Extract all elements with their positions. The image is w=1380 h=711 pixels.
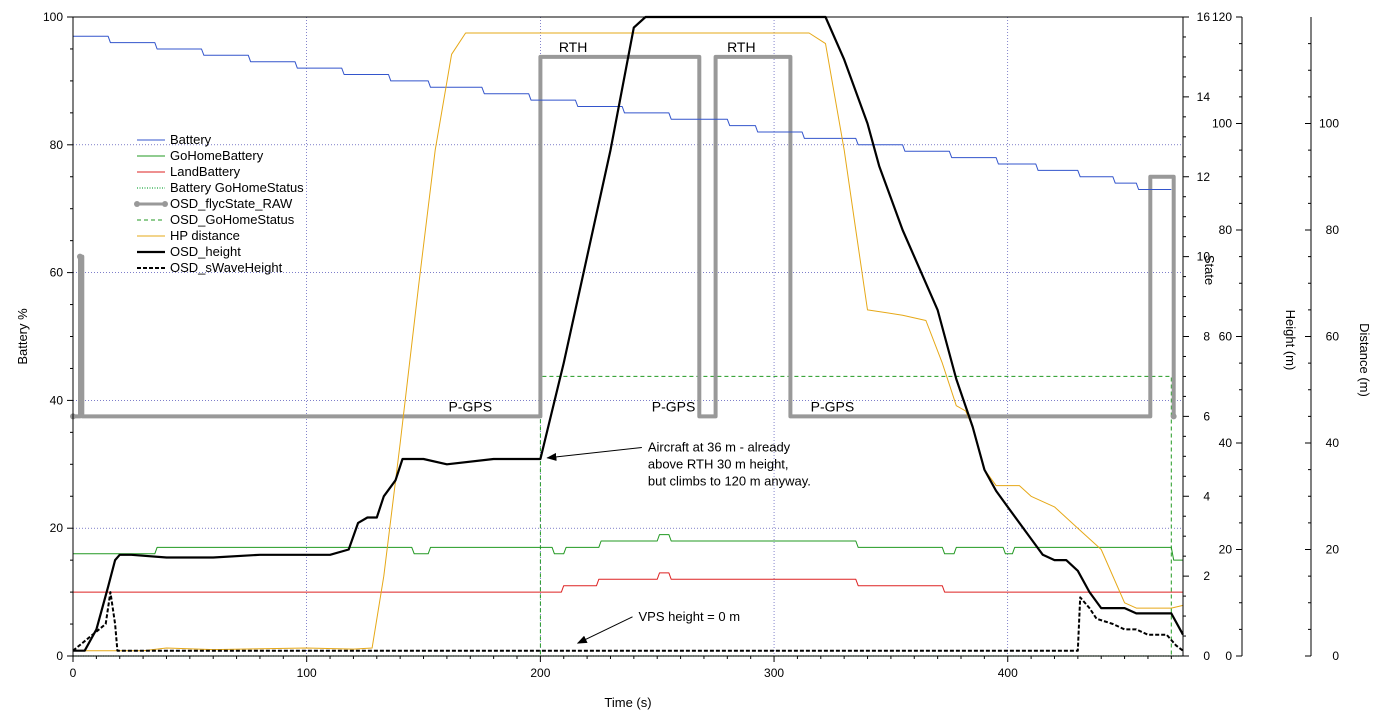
series-line-osd-swaveheight — [72, 591, 1184, 652]
legend-label-osd-gohomestatus: OSD_GoHomeStatus — [170, 212, 295, 227]
state-tick-label: 8 — [1203, 330, 1210, 344]
series-line-gohomebattery — [73, 534, 1183, 561]
state-tick-label: 14 — [1197, 90, 1211, 104]
state-tick-label: 12 — [1197, 170, 1211, 184]
battery-tick-label: 80 — [50, 138, 64, 152]
state-tick-label: 10 — [1197, 250, 1211, 264]
state-label: RTH — [559, 39, 588, 55]
series-line-battery — [73, 35, 1172, 190]
legend-label-gohomebattery: GoHomeBattery — [170, 148, 264, 163]
state-label: P-GPS — [448, 398, 492, 414]
state-tick-label: 6 — [1203, 409, 1210, 423]
state-tick-label: 16 — [1197, 10, 1211, 24]
annotation-text: Aircraft at 36 m - already — [648, 440, 791, 455]
legend-label-battery: Battery — [170, 132, 212, 147]
height-tick-label: 0 — [1225, 649, 1232, 663]
distance-tick-label: 40 — [1326, 436, 1340, 450]
state-label: RTH — [727, 39, 756, 55]
battery-axis-label: Battery % — [15, 308, 30, 365]
legend-label-battery-gohomestatus: Battery GoHomeStatus — [170, 180, 304, 195]
state-tick-label: 0 — [1203, 649, 1210, 663]
x-tick-label: 0 — [70, 666, 77, 680]
x-tick-label: 400 — [998, 666, 1018, 680]
annotation-text: VPS height = 0 m — [639, 609, 741, 624]
legend-label-osd-flycstate-raw: OSD_flycState_RAW — [170, 196, 293, 211]
height-tick-label: 40 — [1219, 436, 1233, 450]
legend-marker — [162, 201, 168, 207]
series-line-landbattery — [73, 572, 1183, 593]
annotation-arrow — [546, 447, 642, 461]
height-tick-label: 100 — [1212, 117, 1232, 131]
legend-label-hp-distance: HP distance — [170, 228, 240, 243]
height-axis-label: Height (m) — [1283, 310, 1298, 371]
distance-tick-label: 80 — [1326, 223, 1340, 237]
state-label: P-GPS — [811, 398, 855, 414]
height-tick-label: 120 — [1212, 10, 1232, 24]
legend-label-osd-swaveheight: OSD_sWaveHeight — [170, 260, 283, 275]
series-line-osd-height — [73, 15, 1184, 652]
legend-label-osd-height: OSD_height — [170, 244, 241, 259]
state-marker — [77, 253, 84, 260]
legend-label-landbattery: LandBattery — [170, 164, 241, 179]
distance-tick-label: 60 — [1326, 330, 1340, 344]
battery-tick-label: 60 — [50, 266, 64, 280]
annotation-text: but climbs to 120 m anyway. — [648, 474, 811, 489]
height-tick-label: 60 — [1219, 330, 1233, 344]
x-tick-label: 200 — [530, 666, 550, 680]
legend-marker — [134, 201, 140, 207]
state-label: P-GPS — [652, 398, 696, 414]
axes — [67, 16, 1312, 662]
battery-tick-label: 20 — [50, 521, 64, 535]
state-marker — [1170, 413, 1177, 420]
series-lines — [70, 15, 1184, 657]
state-tick-label: 4 — [1203, 489, 1210, 503]
distance-tick-label: 100 — [1319, 117, 1339, 131]
annotation-text: above RTH 30 m height, — [648, 457, 789, 472]
battery-tick-label: 40 — [50, 393, 64, 407]
annotation-arrow — [576, 616, 633, 644]
battery-tick-label: 100 — [43, 10, 63, 24]
height-tick-label: 80 — [1219, 223, 1233, 237]
distance-tick-label: 0 — [1332, 649, 1339, 663]
distance-tick-label: 20 — [1326, 543, 1340, 557]
x-tick-label: 300 — [764, 666, 784, 680]
x-tick-label: 100 — [297, 666, 317, 680]
height-tick-label: 20 — [1219, 543, 1233, 557]
state-tick-label: 2 — [1203, 569, 1210, 583]
x-axis-label: Time (s) — [604, 695, 651, 710]
distance-axis-label: Distance (m) — [1357, 323, 1372, 397]
series-line-hp-distance — [73, 32, 1184, 652]
battery-tick-label: 0 — [56, 649, 63, 663]
state-axis-label: State — [1202, 255, 1217, 285]
